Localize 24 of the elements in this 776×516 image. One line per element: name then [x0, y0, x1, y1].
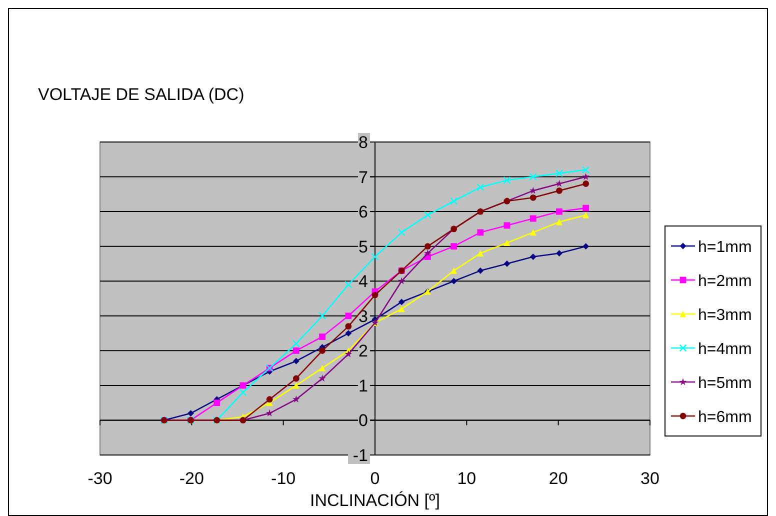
legend-label: h=6mm — [698, 409, 752, 426]
y-tick-label: 4 — [358, 272, 368, 292]
x-tick-label: 30 — [640, 469, 660, 488]
y-tick-label: 5 — [358, 237, 368, 256]
x-axis-title: INCLINACIÓN [º] — [310, 491, 440, 510]
y-tick-label: 1 — [358, 376, 368, 396]
legend-label: h=1mm — [698, 239, 752, 256]
y-tick-label: 8 — [358, 133, 368, 152]
y-tick-label: -1 — [352, 446, 368, 465]
y-tick-label: 7 — [358, 168, 368, 187]
x-tick-label: -30 — [88, 469, 112, 488]
x-tick-label: 10 — [457, 469, 476, 488]
legend-label: h=2mm — [698, 273, 752, 290]
x-tick-label: -20 — [179, 469, 204, 488]
legend-label: h=4mm — [698, 341, 752, 358]
x-tick-label: 0 — [370, 469, 380, 488]
legend-label: h=5mm — [698, 375, 752, 392]
x-tick-label: -10 — [271, 469, 296, 488]
y-tick-label: 0 — [358, 411, 368, 430]
y-tick-label: 6 — [358, 202, 368, 222]
x-tick-label: 20 — [548, 469, 568, 488]
y-tick-label: 2 — [358, 342, 368, 361]
legend-label: h=3mm — [698, 307, 752, 324]
chart-title: VOLTAJE DE SALIDA (DC) — [38, 85, 244, 104]
